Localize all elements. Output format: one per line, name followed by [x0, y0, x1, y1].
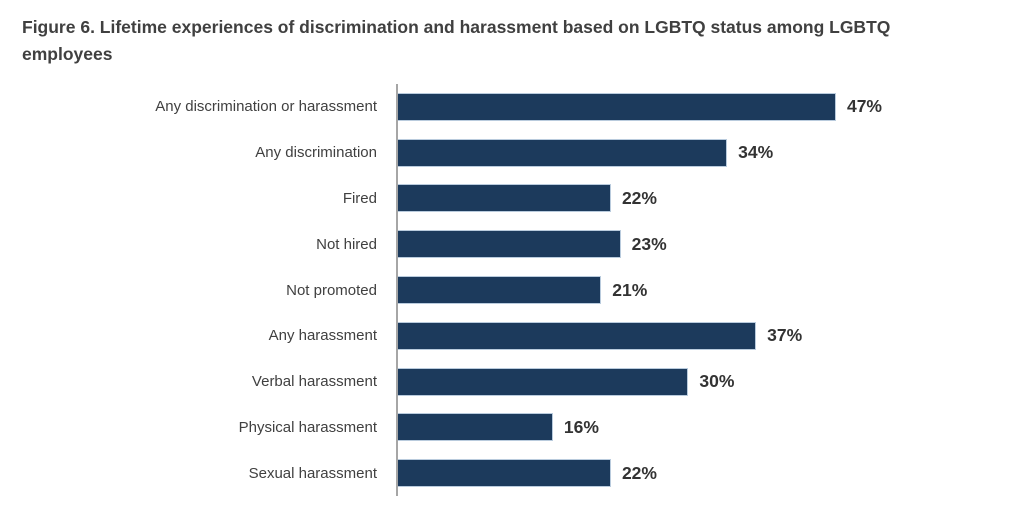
category-label: Not promoted [286, 281, 377, 299]
bar [398, 459, 611, 488]
bar-cell: 47% [398, 92, 882, 121]
category-label: Any harassment [268, 327, 377, 345]
bar-cell: 23% [398, 230, 882, 259]
bar-cell: 22% [398, 459, 882, 488]
bar-row: Sexual harassment 22% [0, 450, 1000, 496]
value-label: 22% [621, 187, 657, 208]
category-label: Any discrimination or harassment [155, 98, 377, 116]
value-label: 37% [767, 325, 803, 346]
bar [398, 321, 757, 350]
category-label: Not hired [316, 235, 377, 253]
value-label: 30% [699, 371, 735, 392]
value-label: 16% [563, 416, 599, 437]
bar-row: Not promoted 21% [0, 267, 1000, 313]
bar-row: Any discrimination 34% [0, 130, 1000, 176]
bar-cell: 30% [398, 367, 882, 396]
bar-cell: 21% [398, 276, 882, 305]
bar [398, 138, 728, 167]
figure-title: Figure 6. Lifetime experiences of discri… [22, 17, 891, 65]
value-label: 47% [846, 96, 882, 117]
bar [398, 92, 836, 121]
category-label: Any discrimination [255, 144, 377, 162]
bar-row: Any harassment 37% [0, 313, 1000, 359]
bar [398, 184, 611, 213]
category-label: Verbal harassment [251, 373, 377, 391]
bar-cell: 16% [398, 413, 882, 442]
bar-rows: Any discrimination or harassment 47% Any… [0, 84, 1000, 496]
bar-row: Not hired 23% [0, 221, 1000, 267]
category-label: Fired [342, 189, 377, 207]
bar-cell: 22% [398, 184, 882, 213]
bar [398, 276, 602, 305]
bar [398, 413, 553, 442]
bar-row: Verbal harassment 30% [0, 359, 1000, 405]
value-label: 23% [631, 233, 667, 254]
bar-chart: Any discrimination or harassment 47% Any… [0, 84, 1000, 496]
bar-cell: 37% [398, 321, 882, 350]
value-label: 22% [621, 462, 657, 483]
bar-cell: 34% [398, 138, 882, 167]
category-label: Physical harassment [238, 418, 377, 436]
y-axis-line [396, 84, 398, 496]
bar [398, 367, 689, 396]
bar-row: Physical harassment 16% [0, 404, 1000, 450]
bar [398, 230, 621, 259]
value-label: 34% [738, 142, 774, 163]
bar-row: Fired 22% [0, 176, 1000, 222]
value-label: 21% [612, 279, 648, 300]
category-label: Sexual harassment [248, 464, 377, 482]
bar-row: Any discrimination or harassment 47% [0, 84, 1000, 130]
